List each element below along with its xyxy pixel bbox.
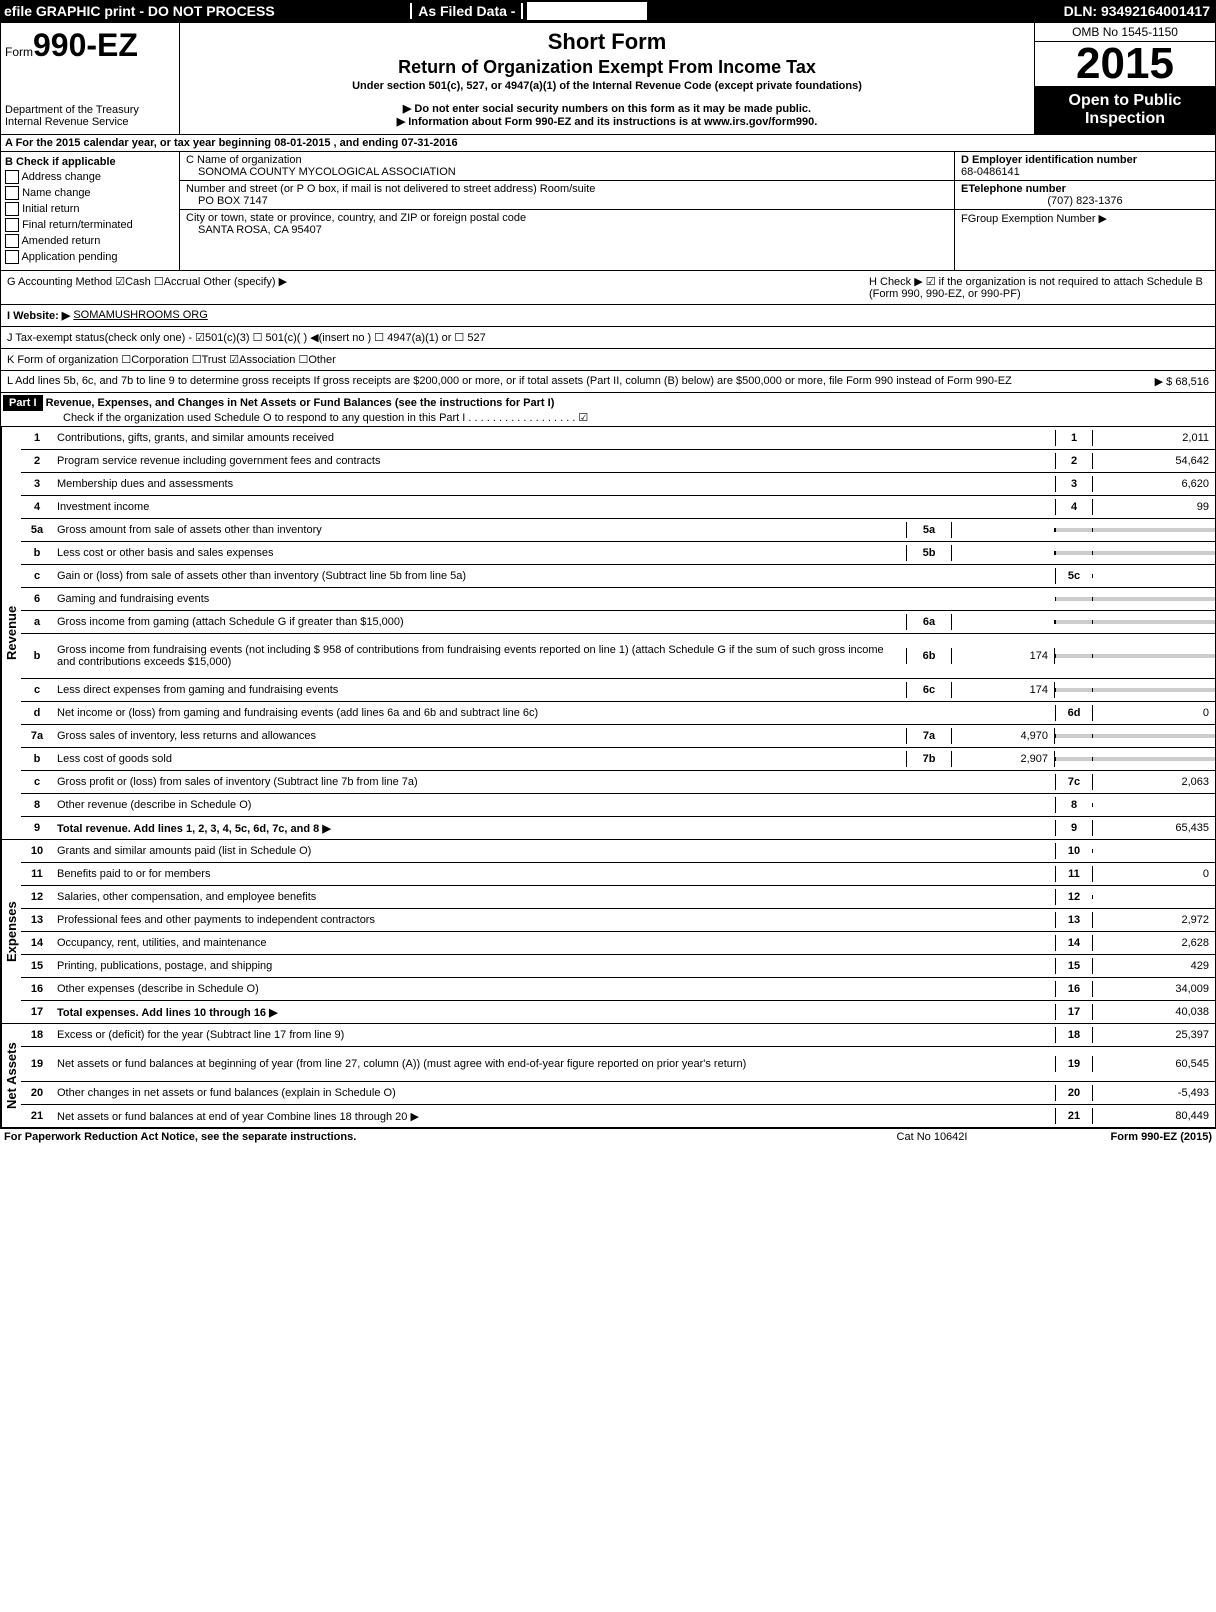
b-item: Name change bbox=[5, 186, 175, 200]
side-revenue: Revenue bbox=[1, 427, 21, 839]
j-section: J Tax-exempt status(check only one) - ☑5… bbox=[0, 327, 1216, 349]
b-item: Amended return bbox=[5, 234, 175, 248]
g-accounting: G Accounting Method ☑Cash ☐Accrual Other… bbox=[7, 275, 869, 300]
form-prefix: Form bbox=[5, 45, 33, 59]
b-title: B Check if applicable bbox=[5, 156, 116, 168]
org-name: SONOMA COUNTY MYCOLOGICAL ASSOCIATION bbox=[186, 166, 948, 178]
b-item: Initial return bbox=[5, 202, 175, 216]
city-label: City or town, state or province, country… bbox=[186, 212, 948, 224]
footer-mid: Cat No 10642I bbox=[832, 1131, 1032, 1143]
footer: For Paperwork Reduction Act Notice, see … bbox=[0, 1128, 1216, 1145]
de-col: D Employer identification number 68-0486… bbox=[954, 152, 1215, 270]
form-right: OMB No 1545-1150 2015 Open to Public Ins… bbox=[1034, 23, 1215, 134]
addr-label: Number and street (or P O box, if mail i… bbox=[186, 183, 948, 195]
open-public: Open to Public Inspection bbox=[1035, 86, 1215, 134]
part1-title: Revenue, Expenses, and Changes in Net As… bbox=[46, 397, 555, 409]
form-center: Short Form Return of Organization Exempt… bbox=[180, 23, 1034, 134]
expenses-table: 10Grants and similar amounts paid (list … bbox=[21, 840, 1215, 1023]
l-amount: ▶ $ 68,516 bbox=[1089, 375, 1209, 388]
revenue-block: Revenue 1Contributions, gifts, grants, a… bbox=[0, 427, 1216, 840]
row-a-text: A For the 2015 calendar year, or tax yea… bbox=[5, 137, 458, 149]
org-city: SANTA ROSA, CA 95407 bbox=[186, 224, 948, 236]
i-label: I Website: ▶ bbox=[7, 309, 70, 322]
footer-right: Form 990-EZ (2015) bbox=[1032, 1131, 1212, 1143]
side-netassets: Net Assets bbox=[1, 1024, 21, 1127]
b-item: Application pending bbox=[5, 250, 175, 264]
k-section: K Form of organization ☐Corporation ☐Tru… bbox=[0, 349, 1216, 371]
part1-label: Part I bbox=[3, 395, 43, 411]
phone: (707) 823-1376 bbox=[961, 195, 1209, 207]
form-header: Form990-EZ Department of the Treasury In… bbox=[0, 22, 1216, 135]
j-status: J Tax-exempt status(check only one) - ☑5… bbox=[7, 331, 486, 344]
form-title: Return of Organization Exempt From Incom… bbox=[184, 57, 1030, 78]
dln: DLN: 93492164001417 bbox=[1058, 3, 1216, 19]
footer-left: For Paperwork Reduction Act Notice, see … bbox=[4, 1131, 832, 1143]
revenue-table: 1Contributions, gifts, grants, and simil… bbox=[21, 427, 1215, 839]
form-left: Form990-EZ Department of the Treasury In… bbox=[1, 23, 180, 134]
warn2: ▶ Information about Form 990-EZ and its … bbox=[184, 115, 1030, 128]
under-section: Under section 501(c), 527, or 4947(a)(1)… bbox=[184, 80, 1030, 92]
checkbox-icon[interactable] bbox=[5, 234, 19, 248]
gh-section: G Accounting Method ☑Cash ☐Accrual Other… bbox=[0, 271, 1216, 305]
warn1: ▶ Do not enter social security numbers o… bbox=[184, 102, 1030, 115]
f-label: FGroup Exemption Number ▶ bbox=[961, 213, 1107, 225]
netassets-block: Net Assets 18Excess or (deficit) for the… bbox=[0, 1024, 1216, 1128]
part1-sub: Check if the organization used Schedule … bbox=[3, 412, 588, 424]
checkbox-icon[interactable] bbox=[5, 250, 19, 264]
efile-blank bbox=[527, 2, 647, 20]
checkbox-icon[interactable] bbox=[5, 218, 19, 232]
org-addr: PO BOX 7147 bbox=[186, 195, 948, 207]
short-form: Short Form bbox=[184, 29, 1030, 55]
efile-left: efile GRAPHIC print - DO NOT PROCESS bbox=[0, 3, 410, 19]
checkbox-icon[interactable] bbox=[5, 170, 19, 184]
expenses-block: Expenses 10Grants and similar amounts pa… bbox=[0, 840, 1216, 1024]
e-label: ETelephone number bbox=[961, 183, 1066, 195]
part1-header: Part I Revenue, Expenses, and Changes in… bbox=[0, 393, 1216, 427]
row-a: A For the 2015 calendar year, or tax yea… bbox=[0, 135, 1216, 152]
website[interactable]: SOMAMUSHROOMS ORG bbox=[73, 309, 207, 322]
form-number: 990-EZ bbox=[33, 27, 138, 63]
bcde: B Check if applicable Address change Nam… bbox=[0, 152, 1216, 271]
year: 2015 bbox=[1035, 42, 1215, 86]
c-label: C Name of organization bbox=[186, 154, 948, 166]
dept: Department of the Treasury Internal Reve… bbox=[5, 104, 175, 128]
b-item: Address change bbox=[5, 170, 175, 184]
side-expenses: Expenses bbox=[1, 840, 21, 1023]
checkbox-icon[interactable] bbox=[5, 202, 19, 216]
i-section: I Website: ▶ SOMAMUSHROOMS ORG bbox=[0, 305, 1216, 327]
k-form: K Form of organization ☐Corporation ☐Tru… bbox=[7, 353, 336, 366]
h-check: H Check ▶ ☑ if the organization is not r… bbox=[869, 275, 1209, 300]
checkbox-icon[interactable] bbox=[5, 186, 19, 200]
b-item: Final return/terminated bbox=[5, 218, 175, 232]
netassets-table: 18Excess or (deficit) for the year (Subt… bbox=[21, 1024, 1215, 1127]
efile-header: efile GRAPHIC print - DO NOT PROCESS As … bbox=[0, 0, 1216, 22]
l-text: L Add lines 5b, 6c, and 7b to line 9 to … bbox=[7, 375, 1089, 388]
d-label: D Employer identification number bbox=[961, 154, 1137, 166]
l-section: L Add lines 5b, 6c, and 7b to line 9 to … bbox=[0, 371, 1216, 393]
c-col: C Name of organization SONOMA COUNTY MYC… bbox=[180, 152, 954, 270]
ein: 68-0486141 bbox=[961, 166, 1020, 178]
b-col: B Check if applicable Address change Nam… bbox=[1, 152, 180, 270]
efile-mid: As Filed Data - bbox=[410, 3, 523, 19]
